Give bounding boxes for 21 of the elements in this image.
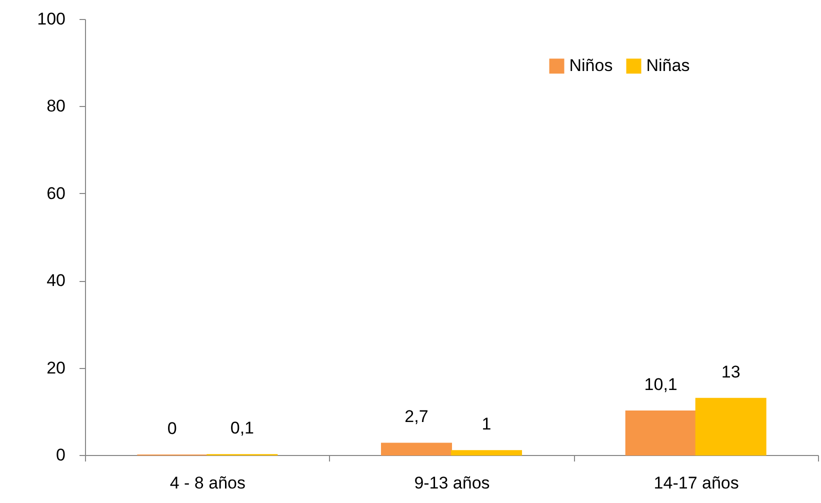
- data-label: 2,7: [404, 407, 428, 426]
- y-tick-label: 20: [46, 358, 66, 378]
- legend-label: Niños: [569, 56, 613, 76]
- y-tick-label: 0: [56, 446, 66, 464]
- data-label: 10,1: [644, 374, 678, 394]
- legend-label: Niñas: [646, 56, 690, 76]
- x-tick-label: 14-17 años: [654, 474, 739, 492]
- bar: [380, 442, 452, 456]
- data-label: 0,1: [230, 418, 254, 438]
- data-label: 1: [482, 414, 492, 434]
- bar: [451, 450, 522, 456]
- bar: [695, 398, 766, 456]
- bar: [625, 410, 696, 456]
- data-label: 13: [721, 362, 740, 382]
- y-tick-label: 80: [46, 96, 66, 116]
- y-tick-label: 100: [37, 10, 66, 28]
- x-tick-label: 9-13 años: [414, 474, 490, 492]
- y-tick-label: 60: [46, 184, 66, 203]
- data-label: 0: [167, 419, 177, 438]
- y-tick-label: 40: [46, 271, 66, 290]
- x-tick-label: 4 - 8 años: [170, 474, 246, 492]
